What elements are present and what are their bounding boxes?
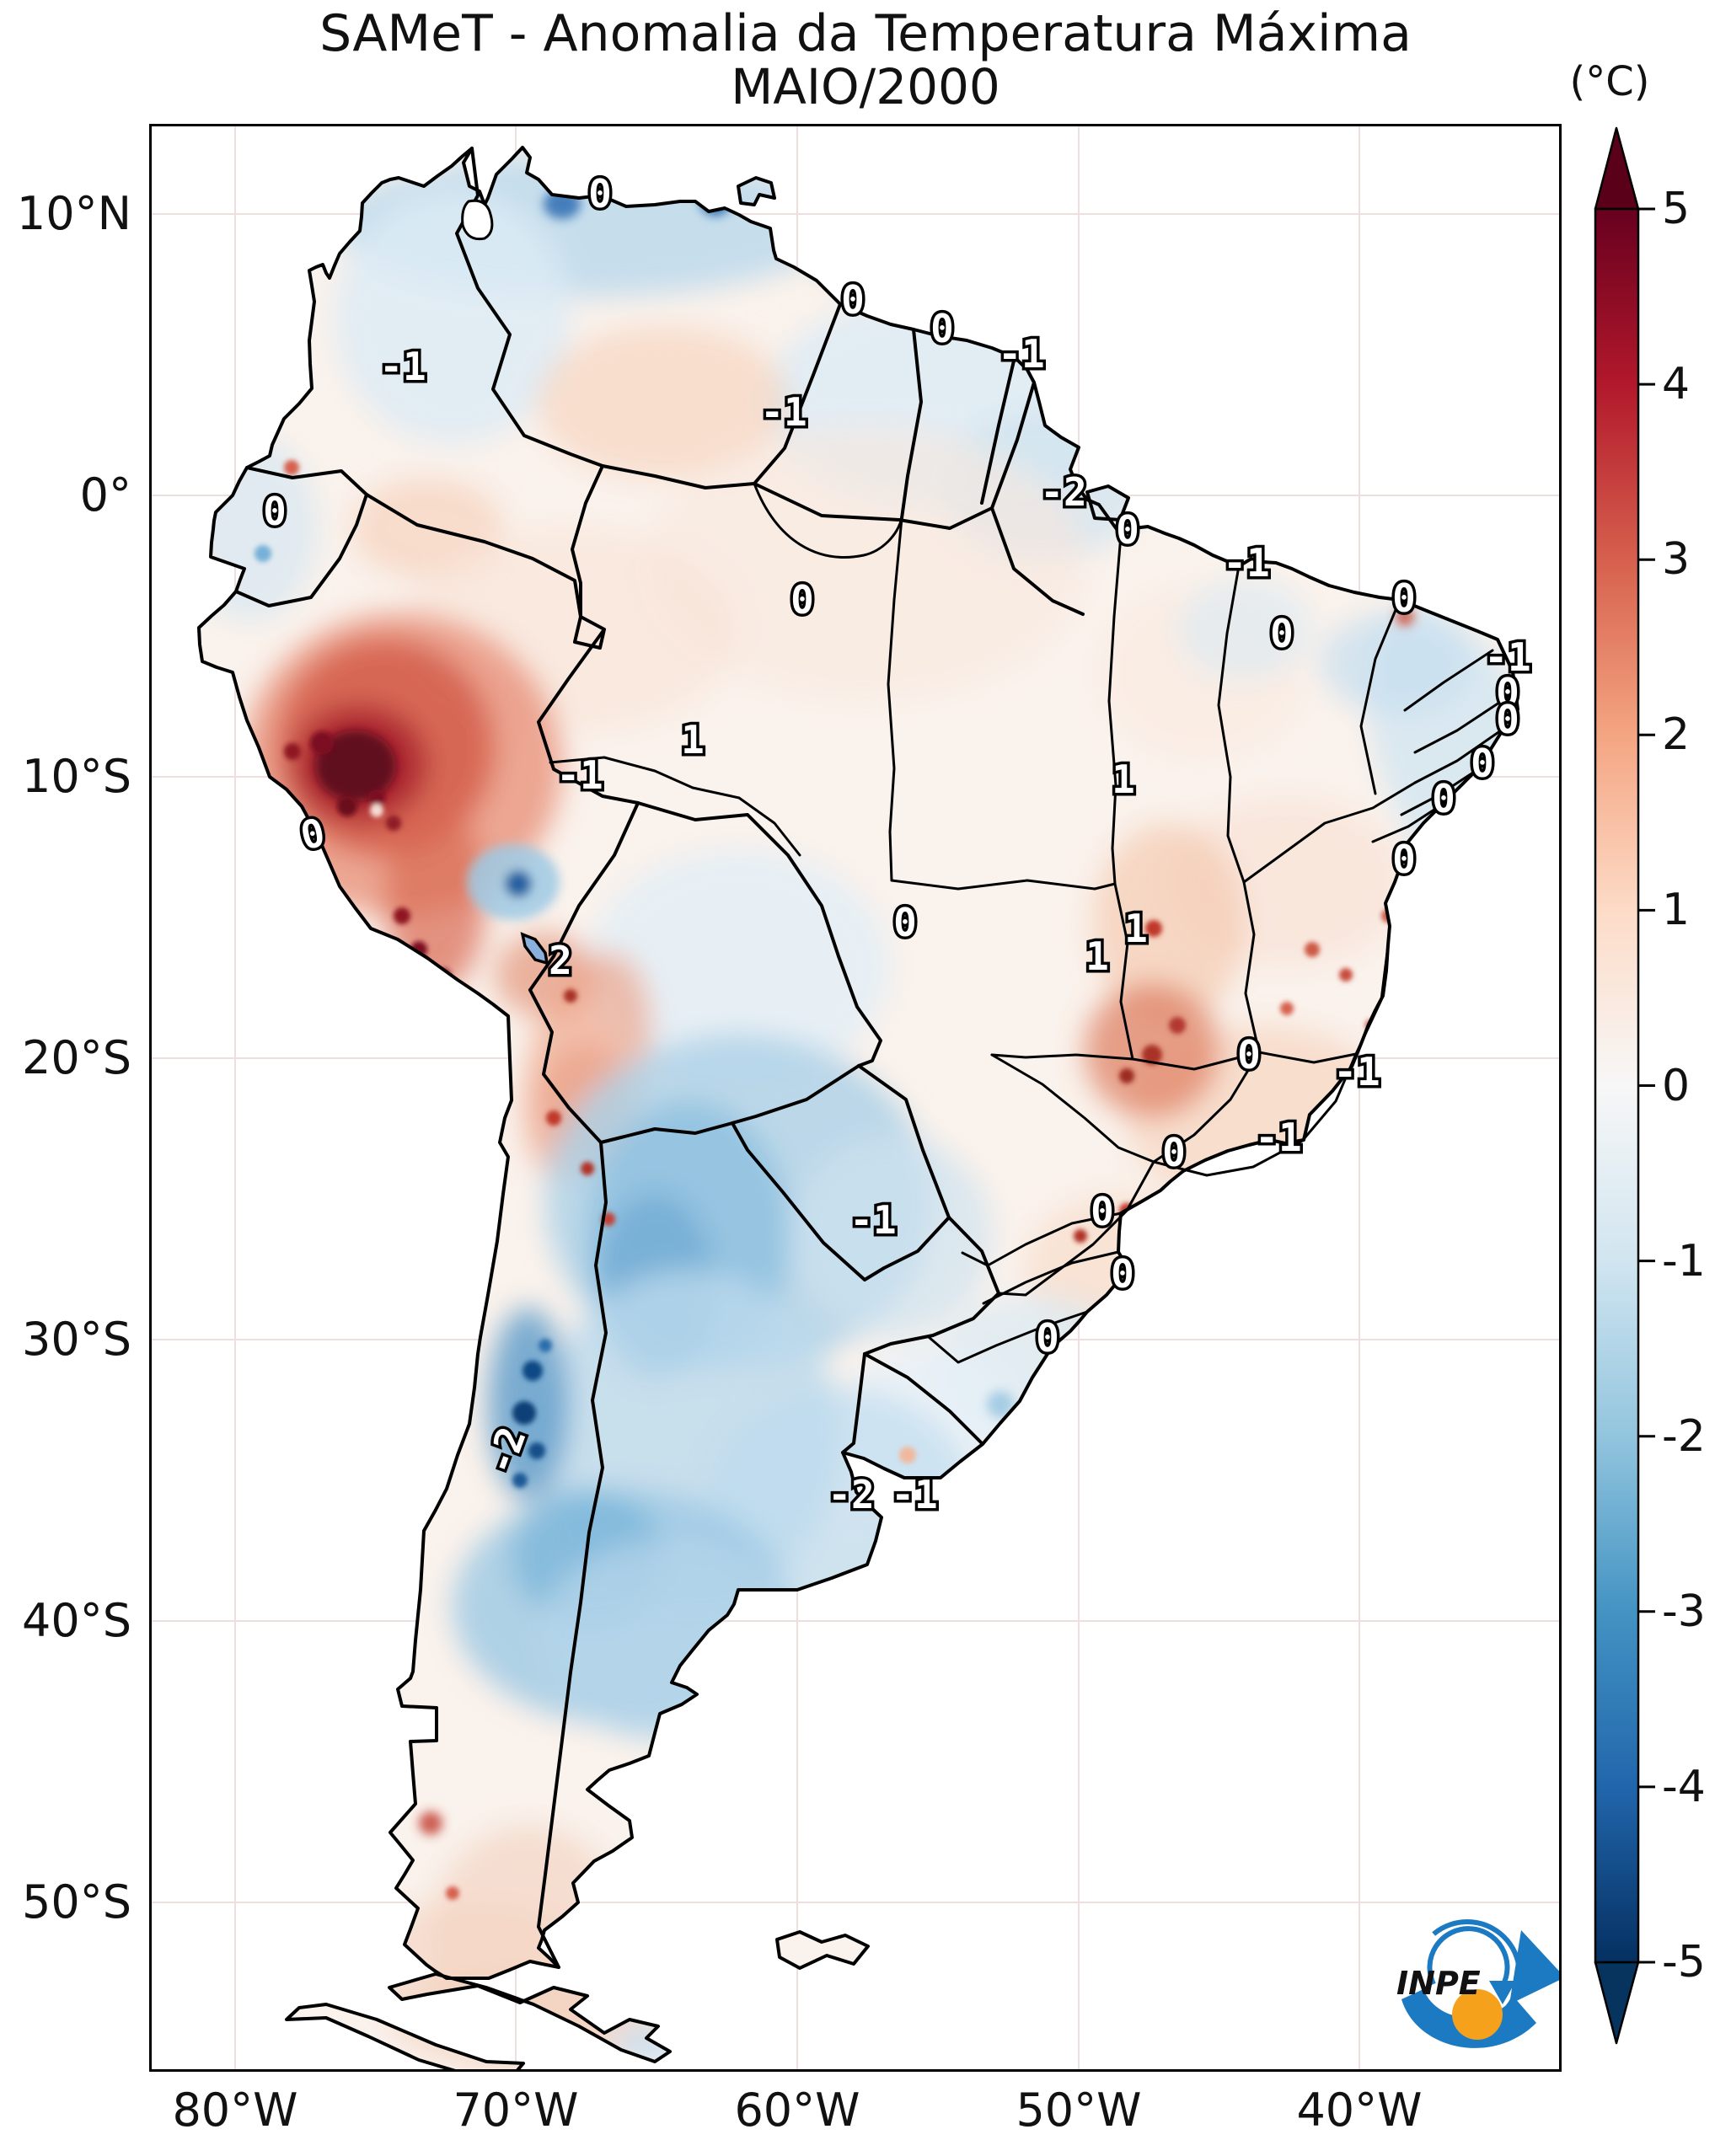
colorbar-gradient — [1594, 207, 1640, 1964]
anomaly-label: 0 — [1036, 1315, 1059, 1361]
anomaly-label: 2 — [549, 938, 572, 983]
anomaly-label: 0 — [1496, 670, 1519, 715]
anomaly-label: -1 — [1223, 540, 1269, 586]
anomaly-label: 0 — [1111, 1251, 1134, 1297]
colorbar-tick-label: -5 — [1662, 1937, 1706, 1987]
colorbar-tick-label: 5 — [1662, 184, 1691, 234]
map-plot-area: 0 -1 0 0 -1 -1 -2 0 0 0 -1 0 0 -1 0 0 0 0 1 1 -1 0 0 0 1 1 2 -1 0 0 0 0… — [149, 124, 1562, 2072]
colorbar — [1594, 126, 1655, 2045]
temperature-anomaly-raster — [199, 147, 1518, 2069]
colorbar-tick-label: -2 — [1662, 1410, 1706, 1462]
lon-tick-label: 40°W — [1296, 2084, 1423, 2137]
lat-tick-label: 0° — [79, 468, 131, 522]
colorbar-bottom-arrow — [1594, 1961, 1640, 2045]
anomaly-label: -1 — [1255, 1115, 1301, 1160]
inpe-logo-text: INPE — [1396, 1965, 1481, 2002]
colorbar-tick-label: 2 — [1662, 709, 1691, 761]
colorbar-tick-label: 1 — [1662, 885, 1691, 936]
anomaly-label: -1 — [556, 752, 603, 798]
anomaly-label: 0 — [263, 489, 287, 534]
lat-tick-label: 10°N — [16, 187, 131, 240]
anomaly-label: 0 — [1116, 507, 1139, 553]
inpe-orange-ball-icon — [1452, 1989, 1503, 2040]
lake-maracaibo — [461, 199, 494, 241]
anomaly-label: 0 — [1471, 741, 1494, 786]
colorbar-tick-label: 0 — [1662, 1060, 1691, 1111]
anomaly-label: 0 — [1432, 776, 1455, 821]
inpe-logo: INPE — [1396, 1919, 1559, 2048]
anomaly-label: 0 — [841, 277, 865, 323]
anomaly-label: 0 — [1162, 1130, 1186, 1175]
anomaly-label: 0 — [588, 171, 612, 217]
anomaly-label: 0 — [893, 900, 917, 945]
anomaly-label: 0 — [1091, 1189, 1114, 1234]
anomaly-label: 1 — [1112, 757, 1135, 802]
lon-tick-label: 60°W — [734, 2084, 860, 2137]
anomaly-label: 0 — [930, 306, 954, 351]
colorbar-tick-label: -1 — [1662, 1235, 1706, 1287]
anomaly-label: -1 — [760, 389, 807, 435]
anomaly-label: 0 — [790, 577, 814, 623]
anomaly-label: -2 — [828, 1472, 874, 1517]
colorbar-tick-label: 4 — [1662, 359, 1691, 410]
lon-tick-label: 80°W — [172, 2084, 298, 2137]
lon-tick-label: 70°W — [453, 2084, 579, 2137]
anomaly-label: -2 — [1040, 469, 1086, 515]
anomaly-label: -1 — [849, 1197, 896, 1243]
anomaly-label: -1 — [1484, 634, 1530, 680]
anomaly-label: 0 — [1392, 575, 1416, 621]
anomaly-label: 1 — [1124, 906, 1148, 951]
anomaly-label: -1 — [891, 1472, 937, 1517]
lat-tick-label: 50°S — [22, 1875, 131, 1929]
inpe-arrowhead-icon — [1509, 1930, 1559, 2004]
anomaly-label: -1 — [379, 344, 426, 389]
figure-title: SAMeT - Anomalia da Temperatura Máxima — [319, 4, 1412, 63]
colorbar-unit-label: (°C) — [1569, 58, 1650, 105]
country-borders — [197, 146, 1519, 2069]
figure-subtitle-date: MAIO/2000 — [731, 58, 1000, 115]
colorbar-tick-label: -4 — [1662, 1761, 1706, 1812]
anomaly-label: 1 — [1085, 934, 1109, 979]
lon-tick-label: 50°W — [1016, 2084, 1142, 2137]
anomaly-label: -1 — [998, 331, 1044, 377]
colorbar-tick-label: 3 — [1662, 534, 1691, 586]
lat-tick-label: 30°S — [22, 1313, 131, 1366]
colorbar-ticks — [1638, 207, 1655, 1964]
lake-titicaca — [520, 932, 549, 966]
colorbar-top-arrow — [1594, 126, 1640, 211]
anomaly-label: 0 — [1237, 1032, 1261, 1078]
inpe-inner-arc-icon — [1427, 1926, 1510, 1987]
lat-tick-label: 10°S — [22, 750, 131, 803]
colorbar-tick-label: -3 — [1662, 1586, 1706, 1637]
anomaly-label: 0 — [1496, 697, 1519, 742]
lat-tick-label: 40°S — [22, 1594, 131, 1647]
inpe-small-arrow-icon — [1489, 1981, 1516, 2004]
anomaly-label: 1 — [681, 717, 705, 762]
anomaly-label: 0 — [1392, 837, 1416, 882]
anomaly-label: 0 — [1270, 611, 1294, 656]
anomaly-label: -1 — [1333, 1049, 1380, 1094]
lat-tick-label: 20°S — [22, 1031, 131, 1084]
state-borders — [549, 482, 1509, 1364]
